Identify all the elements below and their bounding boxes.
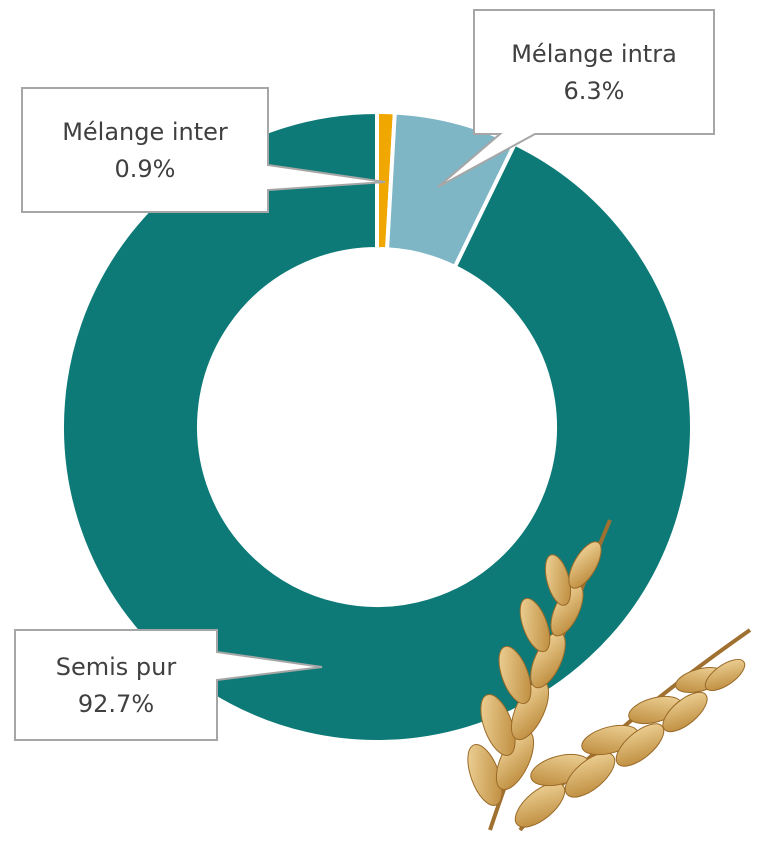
callout-value: 92.7% xyxy=(78,690,154,718)
callout-category: Mélange inter xyxy=(62,118,228,146)
callout-value: 6.3% xyxy=(564,77,625,105)
callout-box xyxy=(14,629,323,741)
wheat-illustration xyxy=(467,519,752,832)
callout-category: Semis pur xyxy=(56,653,177,681)
callout-box xyxy=(437,9,715,188)
callout-value: 0.9% xyxy=(115,155,176,183)
callout-box xyxy=(21,87,386,213)
callouts: Mélange inter 0.9% Mélange intra 6.3% Semis … xyxy=(14,9,715,741)
callout-category: Mélange intra xyxy=(511,40,677,68)
